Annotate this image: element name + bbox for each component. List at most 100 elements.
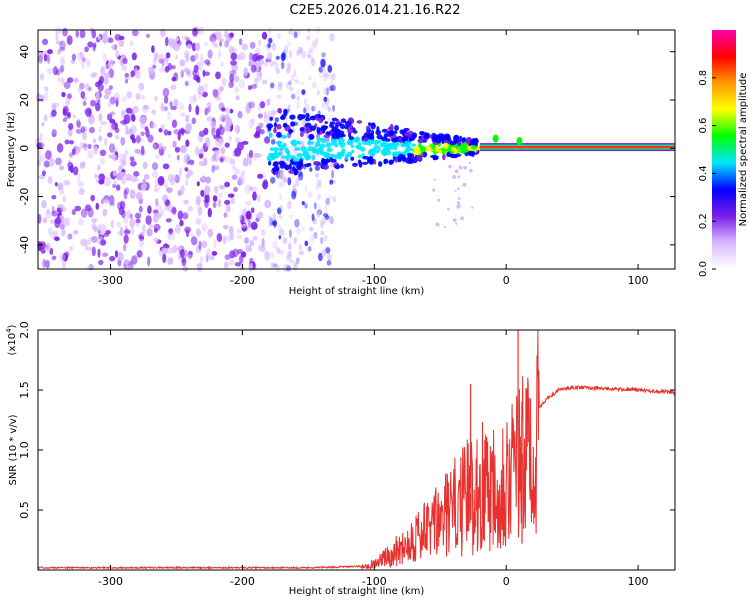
noise-blob <box>179 59 186 67</box>
carrier-bump <box>516 137 523 146</box>
noise-blob <box>79 82 85 90</box>
transition-blob <box>301 227 305 231</box>
noise-blob <box>207 207 212 218</box>
noise-blob <box>98 113 103 122</box>
noise-blob <box>167 153 172 159</box>
signal-blob <box>369 139 375 145</box>
transition-blob <box>327 65 333 73</box>
noise-blob <box>61 91 66 98</box>
transition-blob <box>311 105 315 112</box>
noise-blob <box>223 212 228 218</box>
noise-blob <box>153 228 158 233</box>
signal-blob <box>286 156 290 161</box>
noise-blob <box>45 150 52 160</box>
signal-blob <box>393 146 398 151</box>
transition-blob <box>269 60 274 68</box>
noise-blob <box>43 114 48 122</box>
noise-blob <box>248 118 255 129</box>
noise-blob <box>146 228 153 237</box>
transition-blob <box>331 169 334 179</box>
signal-blob <box>419 131 426 136</box>
signal-blob <box>295 140 302 145</box>
transition-blob <box>307 53 312 59</box>
tail-blob <box>458 165 463 170</box>
tail-blob <box>437 198 441 202</box>
noise-blob <box>39 73 45 81</box>
signal-blob <box>391 137 399 143</box>
noise-blob <box>185 139 190 147</box>
noise-blob <box>250 118 256 124</box>
noise-blob <box>191 117 197 125</box>
noise-blob <box>65 217 70 227</box>
transition-blob <box>306 246 311 253</box>
signal-blob <box>277 151 282 156</box>
noise-blob <box>184 179 189 187</box>
noise-blob <box>221 107 226 112</box>
transition-blob <box>329 163 334 168</box>
noise-blob <box>125 125 129 135</box>
noise-blob <box>254 60 261 68</box>
noise-blob <box>261 79 268 85</box>
signal-blob <box>324 121 328 125</box>
noise-blob <box>203 41 209 46</box>
tail-blob <box>462 182 467 187</box>
signal-blob <box>331 117 338 122</box>
transition-blob <box>306 35 311 41</box>
tail-blob <box>454 189 457 192</box>
noise-blob <box>51 109 57 117</box>
tail-blob <box>456 201 461 205</box>
signal-blob <box>268 158 272 162</box>
noise-blob <box>236 228 243 234</box>
noise-blob <box>238 38 243 46</box>
transition-blob <box>302 125 307 134</box>
noise-blob <box>244 237 250 244</box>
noise-blob <box>237 249 243 254</box>
noise-blob <box>106 113 113 121</box>
transition-blob <box>267 52 273 61</box>
noise-blob <box>256 194 261 202</box>
noise-blob <box>51 255 57 260</box>
noise-blob <box>225 204 231 213</box>
noise-blob <box>180 112 186 117</box>
noise-blob <box>219 157 224 163</box>
noise-blob <box>204 107 208 116</box>
signal-blob <box>295 161 302 165</box>
spectrogram-ylabel: Frequency (Hz) <box>6 112 17 188</box>
noise-blob <box>64 114 72 120</box>
noise-blob <box>126 209 132 219</box>
noise-blob <box>124 72 129 78</box>
noise-blob <box>181 35 188 40</box>
noise-blob <box>201 175 207 182</box>
noise-blob <box>57 77 61 83</box>
noise-blob <box>96 164 101 171</box>
signal-blob <box>313 161 320 166</box>
noise-blob <box>93 42 97 48</box>
noise-blob <box>130 175 137 183</box>
noise-blob <box>63 179 71 186</box>
noise-blob <box>191 42 197 52</box>
noise-blob <box>142 161 148 170</box>
transition-blob <box>275 55 280 60</box>
transition-blob <box>315 36 319 46</box>
noise-blob <box>231 164 237 170</box>
noise-blob <box>176 154 180 161</box>
signal-blob <box>344 120 352 127</box>
noise-blob <box>118 35 125 41</box>
noise-blob <box>152 214 159 223</box>
transition-blob <box>315 186 319 191</box>
noise-blob <box>100 198 104 205</box>
signal-blob <box>383 158 388 165</box>
transition-blob <box>316 90 321 96</box>
snr-scale-prefix: (x10 <box>7 333 18 356</box>
noise-blob <box>193 64 199 73</box>
signal-blob <box>383 146 390 150</box>
noise-blob <box>204 185 211 196</box>
noise-blob <box>118 153 126 160</box>
noise-blob <box>211 126 216 137</box>
noise-blob <box>173 43 180 52</box>
spectrogram-ytick-label: -40 <box>18 236 31 254</box>
signal-blob <box>405 157 412 164</box>
snr-xtick-label: -300 <box>98 575 123 588</box>
noise-blob <box>59 40 66 50</box>
noise-blob <box>60 58 66 66</box>
